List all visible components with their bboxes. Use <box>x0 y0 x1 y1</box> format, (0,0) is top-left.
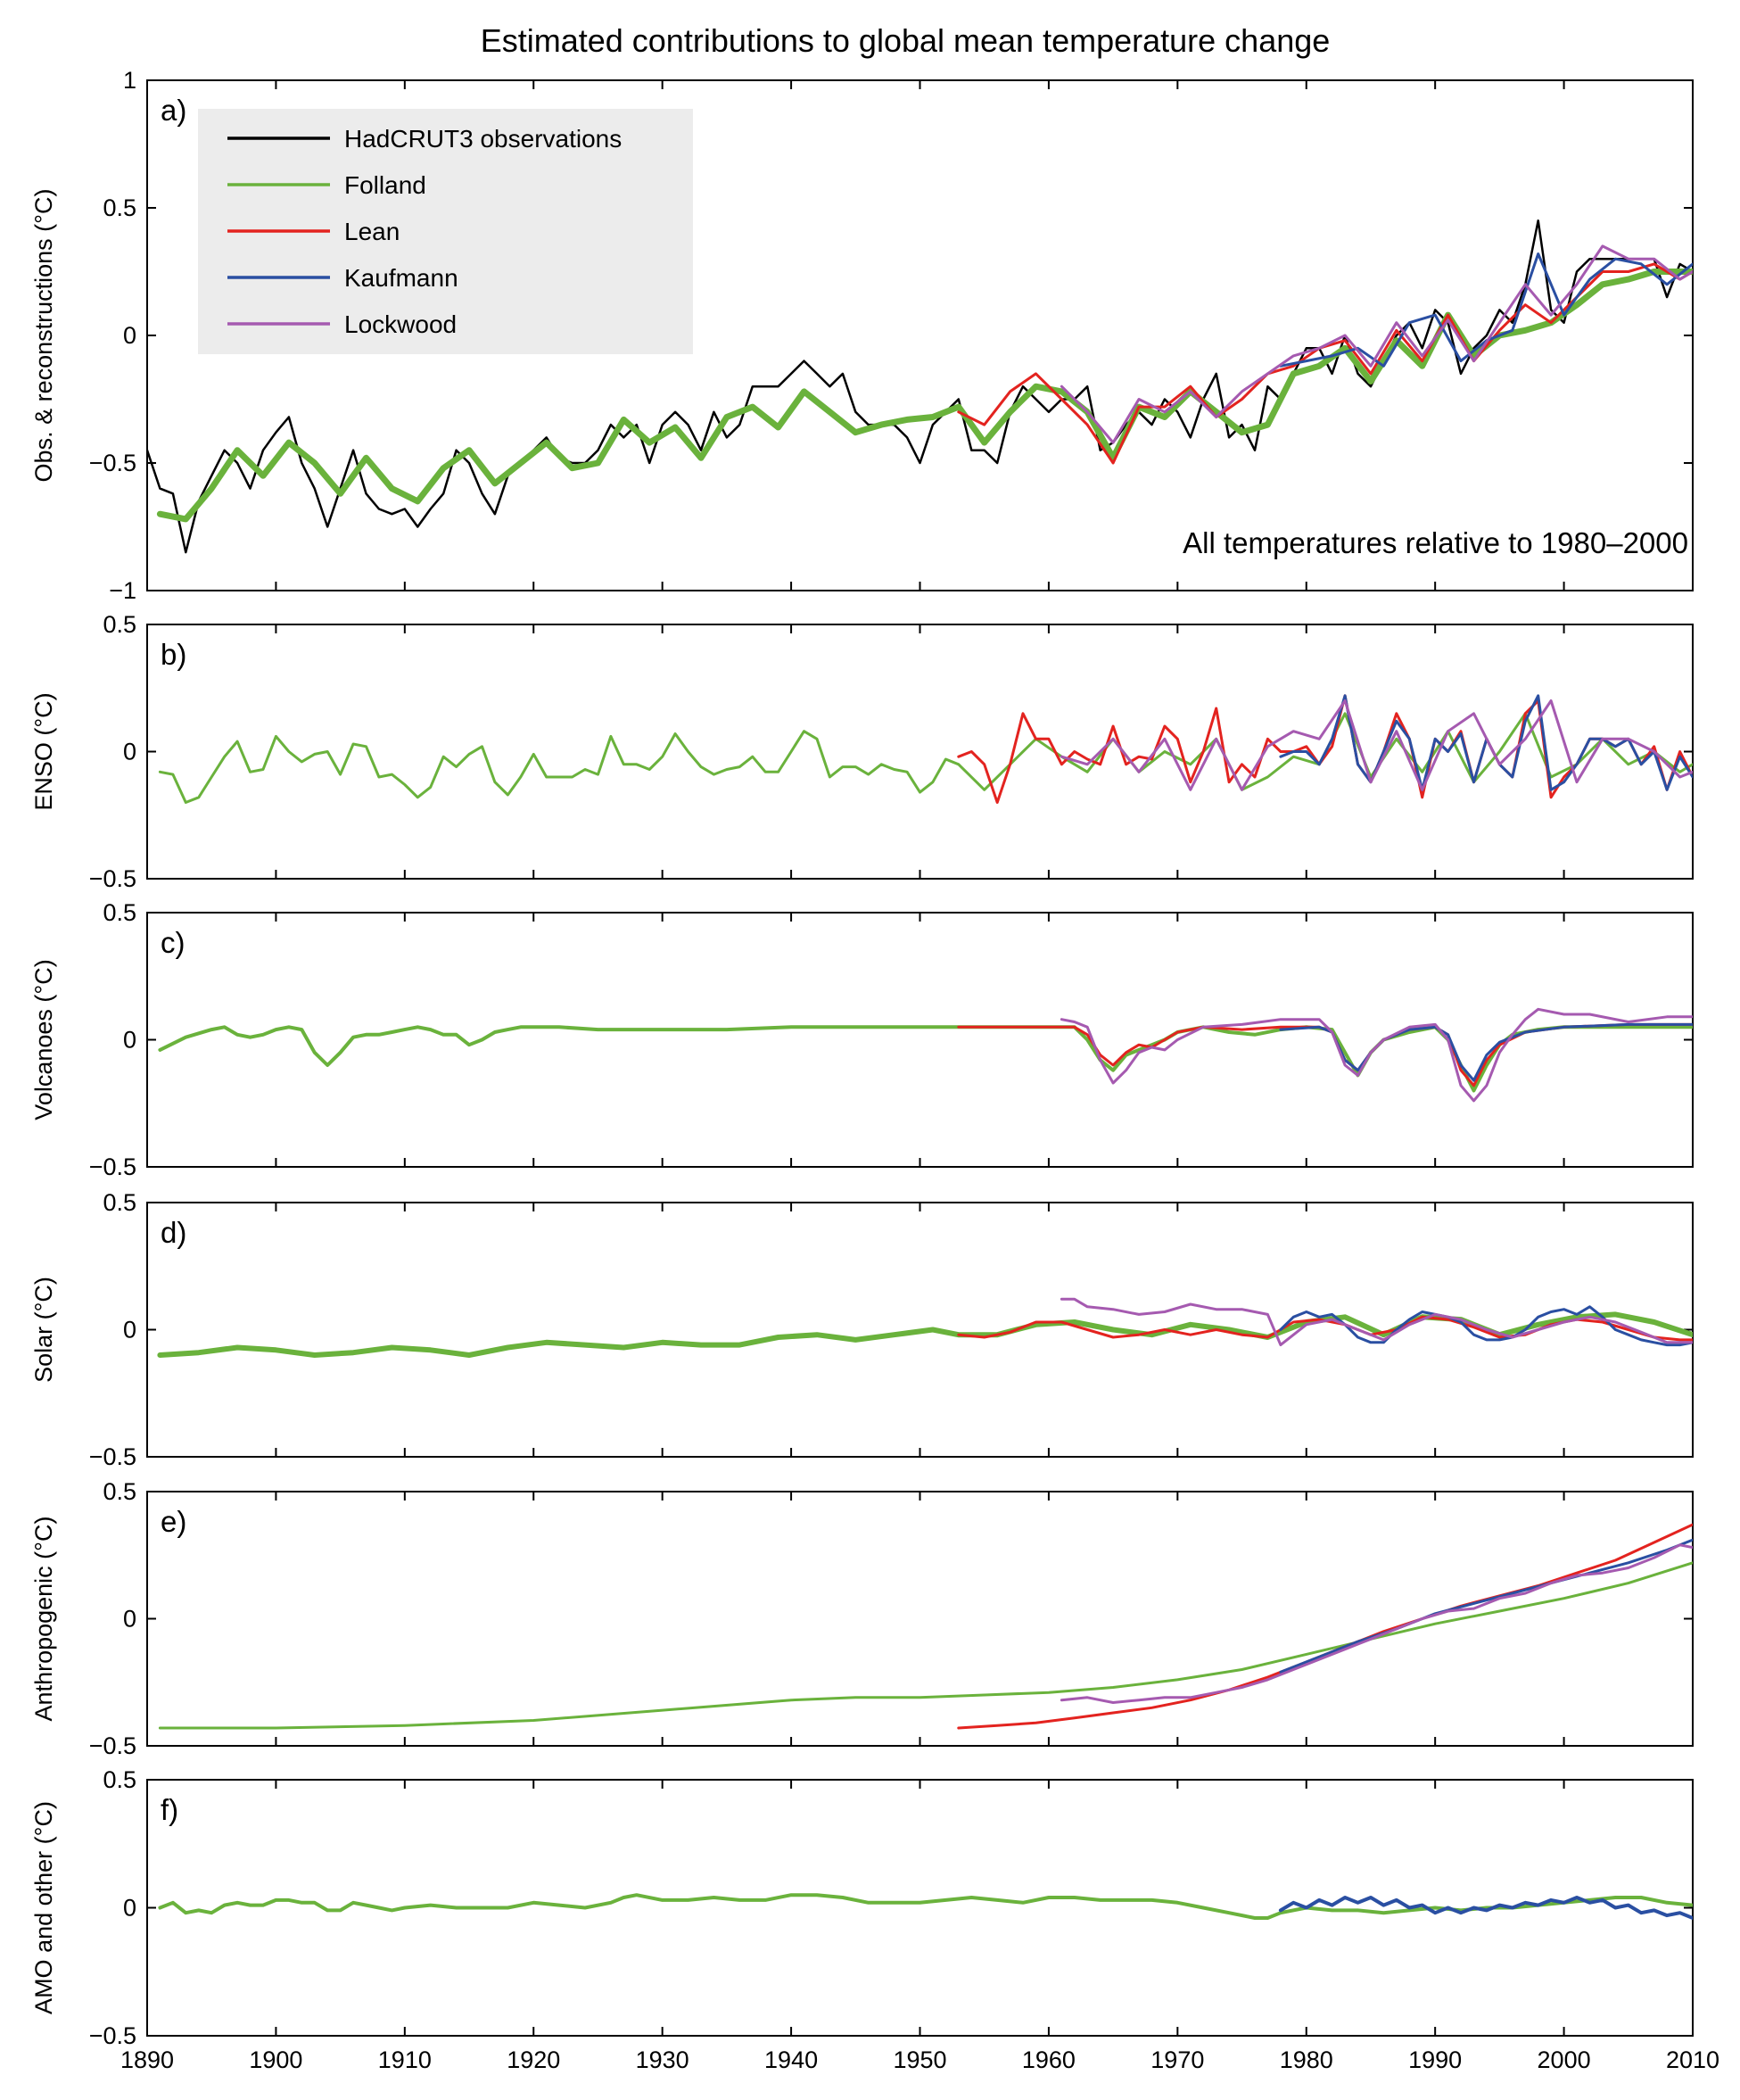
y-axis-label: ENSO (°C) <box>30 692 57 810</box>
panel-e-series <box>158 1523 1693 1730</box>
x-tick-label: 2010 <box>1666 2046 1719 2073</box>
y-axis-label: Solar (°C) <box>30 1277 57 1383</box>
annotation: All temperatures relative to 1980–2000 <box>1183 526 1688 559</box>
x-tick-label: 1980 <box>1280 2046 1333 2073</box>
x-tick-label: 2000 <box>1538 2046 1591 2073</box>
series-line-lockwood <box>1060 244 1693 444</box>
panel-letter: f) <box>161 1793 178 1826</box>
y-tick-label: −1 <box>109 577 136 604</box>
x-tick-label: 1940 <box>764 2046 818 2073</box>
series-line-kaufmann <box>1279 1538 1693 1674</box>
series-line-kaufmann <box>1278 1896 1693 1920</box>
legend-label: Lean <box>344 218 400 245</box>
y-tick-label: 0 <box>123 1027 136 1054</box>
series-line-lockwood <box>1060 699 1693 791</box>
series-line-hadcrut3-observations <box>147 219 1693 554</box>
series-line-folland <box>158 1893 1693 1920</box>
legend-label: Kaufmann <box>344 264 458 292</box>
panel-letter: c) <box>161 926 186 959</box>
y-tick-label: 0.5 <box>103 1189 136 1216</box>
panel-b-frame <box>146 624 1694 880</box>
x-tick-label: 1950 <box>893 2046 946 2073</box>
y-tick-label: −0.5 <box>89 1153 136 1180</box>
y-tick-label: −0.5 <box>89 2022 136 2049</box>
series-line-folland <box>158 1561 1693 1730</box>
panels: 1 0.5 0 −0.5 −1 a) Obs. & reconstructions (°C)… <box>30 67 1694 2049</box>
y-tick-label: −0.5 <box>89 450 136 476</box>
panel-d: 0.5 0 −0.5 d) Solar (°C) <box>30 1189 1694 1470</box>
series-line-kaufmann <box>1279 1305 1693 1347</box>
legend-label: Folland <box>344 171 426 199</box>
x-tick-label: 1970 <box>1150 2046 1204 2073</box>
series-line-folland <box>158 712 1693 804</box>
panel-f-series <box>158 1893 1693 1920</box>
y-axis-label: AMO and other (°C) <box>30 1801 57 2014</box>
panel-c-frame <box>146 912 1694 1168</box>
panel-c-series <box>158 1007 1693 1103</box>
y-tick-label: 0 <box>123 1606 136 1633</box>
y-axis-label: Anthropogenic (°C) <box>30 1517 57 1722</box>
panel-b-series <box>158 694 1693 804</box>
y-tick-label: −0.5 <box>89 1443 136 1470</box>
x-axis-labels: 1890 1900 1910 1920 1930 1940 1950 1960 1970 1980… <box>120 2046 1719 2073</box>
x-tick-label: 1910 <box>378 2046 432 2073</box>
series-line-lean <box>957 694 1693 804</box>
y-tick-label: 0 <box>123 1895 136 1922</box>
panel-e: 0.5 0 −0.5 e) Anthropogenic (°C) <box>30 1478 1694 1759</box>
panel-b: 0.5 0 −0.5 b) ENSO (°C) <box>30 611 1694 892</box>
y-tick-label: 0.5 <box>103 899 136 926</box>
y-tick-label: −0.5 <box>89 1732 136 1759</box>
y-axis-label: Obs. & reconstructions (°C) <box>30 189 57 483</box>
x-tick-label: 1960 <box>1022 2046 1076 2073</box>
y-tick-label: 0.5 <box>103 194 136 221</box>
panel-letter: e) <box>161 1505 186 1538</box>
x-tick-label: 1930 <box>636 2046 689 2073</box>
y-tick-label: 0.5 <box>103 611 136 638</box>
x-tick-label: 1990 <box>1408 2046 1462 2073</box>
series-line-lockwood <box>1060 1297 1693 1347</box>
x-tick-label: 1920 <box>507 2046 560 2073</box>
y-tick-label: 0 <box>123 1317 136 1344</box>
panel-letter: a) <box>161 94 186 127</box>
y-tick-label: 1 <box>123 67 136 94</box>
panel-d-series <box>157 1297 1693 1358</box>
panel-letter: d) <box>161 1216 186 1249</box>
y-tick-label: 0 <box>123 739 136 765</box>
x-tick-label: 1890 <box>120 2046 174 2073</box>
y-tick-label: 0 <box>123 322 136 349</box>
panel-a: 1 0.5 0 −0.5 −1 a) Obs. & reconstructions (°C)… <box>30 67 1694 604</box>
chart-title: Estimated contributions to global mean t… <box>481 22 1331 59</box>
panel-a-series <box>147 219 1693 554</box>
legend-label: HadCRUT3 observations <box>344 125 622 153</box>
panel-c: 0.5 0 −0.5 c) Volcanoes (°C) <box>30 899 1694 1180</box>
series-line-lockwood <box>1060 1007 1693 1103</box>
y-tick-label: −0.5 <box>89 865 136 892</box>
y-axis-label: Volcanoes (°C) <box>30 959 57 1120</box>
panel-letter: b) <box>161 638 186 671</box>
panel-f: 0.5 0 −0.5 f) AMO and other (°C) <box>30 1766 1694 2049</box>
legend-label: Lockwood <box>344 310 457 338</box>
y-tick-label: 0.5 <box>103 1766 136 1793</box>
series-line-lockwood <box>1060 1543 1693 1704</box>
x-tick-label: 1900 <box>249 2046 302 2073</box>
y-tick-label: 0.5 <box>103 1478 136 1505</box>
